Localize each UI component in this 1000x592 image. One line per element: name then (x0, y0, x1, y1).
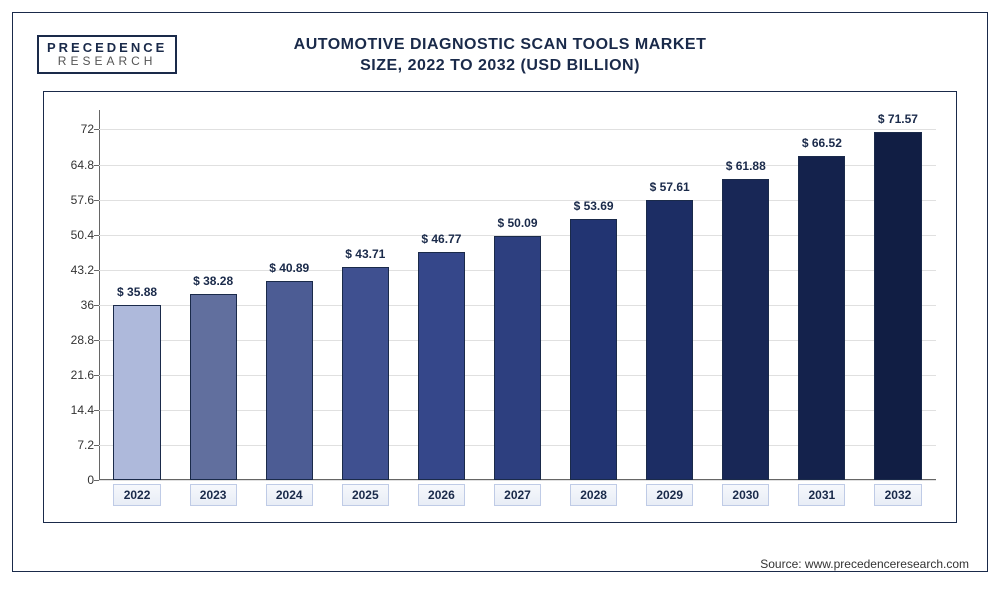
x-category-label: 2026 (418, 484, 465, 506)
y-tick-mark (94, 129, 99, 130)
bar (646, 200, 693, 480)
bar (494, 236, 541, 480)
bar-group: $ 43.71 (342, 267, 389, 480)
bar (266, 281, 313, 480)
x-category-label: 2032 (874, 484, 921, 506)
bar-group: $ 40.89 (266, 281, 313, 480)
bar-group: $ 53.69 (570, 219, 617, 480)
y-tick-mark (94, 480, 99, 481)
bar-value-label: $ 40.89 (266, 261, 313, 275)
x-category-label: 2023 (190, 484, 237, 506)
bar-group: $ 71.57 (874, 132, 921, 480)
x-category-label: 2022 (113, 484, 160, 506)
y-tick-label: 64.8 (54, 158, 94, 172)
y-tick-mark (94, 375, 99, 376)
bar-group: $ 50.09 (494, 236, 541, 480)
bar (342, 267, 389, 480)
bar-value-label: $ 43.71 (342, 247, 389, 261)
bar-value-label: $ 50.09 (494, 216, 541, 230)
y-tick-label: 50.4 (54, 228, 94, 242)
bar-value-label: $ 46.77 (418, 232, 465, 246)
y-tick-label: 7.2 (54, 438, 94, 452)
y-tick-label: 43.2 (54, 263, 94, 277)
bar (798, 156, 845, 480)
bar (418, 252, 465, 480)
source-text: Source: www.precedenceresearch.com (760, 557, 969, 571)
chart-frame: 0 7.2 14.4 21.6 28.8 36 43.2 50.4 57.6 64.8 72 $ 35… (43, 91, 957, 523)
y-tick-label: 36 (54, 298, 94, 312)
bar (190, 294, 237, 480)
x-category-label: 2024 (266, 484, 313, 506)
bar-group: $ 46.77 (418, 252, 465, 480)
bar-value-label: $ 53.69 (570, 199, 617, 213)
bar-group: $ 57.61 (646, 200, 693, 480)
bar-group: $ 38.28 (190, 294, 237, 480)
bar (722, 179, 769, 480)
y-tick-mark (94, 340, 99, 341)
x-category-label: 2028 (570, 484, 617, 506)
bar-value-label: $ 71.57 (874, 112, 921, 126)
y-tick-mark (94, 410, 99, 411)
title-line2: SIZE, 2022 TO 2032 (USD BILLION) (13, 56, 987, 77)
y-tick-mark (94, 445, 99, 446)
y-tick-label: 14.4 (54, 403, 94, 417)
bar-value-label: $ 66.52 (798, 136, 845, 150)
y-tick-mark (94, 200, 99, 201)
x-category-label: 2027 (494, 484, 541, 506)
x-category-label: 2030 (722, 484, 769, 506)
y-tick-mark (94, 305, 99, 306)
bar-value-label: $ 35.88 (113, 285, 160, 299)
bar (570, 219, 617, 480)
y-tick-label: 57.6 (54, 193, 94, 207)
y-tick-mark (94, 270, 99, 271)
bar-group: $ 35.88 (113, 305, 160, 480)
bar-value-label: $ 61.88 (722, 159, 769, 173)
gridline (99, 129, 936, 130)
x-category-label: 2031 (798, 484, 845, 506)
y-tick-label: 0 (54, 473, 94, 487)
bar-value-label: $ 57.61 (646, 180, 693, 194)
bar-group: $ 61.88 (722, 179, 769, 480)
plot-area: 07.214.421.628.83643.250.457.664.872$ 35… (99, 110, 936, 480)
y-tick-label: 28.8 (54, 333, 94, 347)
y-tick-mark (94, 235, 99, 236)
y-tick-label: 21.6 (54, 368, 94, 382)
bar (113, 305, 160, 480)
x-category-label: 2025 (342, 484, 389, 506)
y-tick-mark (94, 165, 99, 166)
bar-group: $ 66.52 (798, 156, 845, 480)
outer-frame: PRECEDENCE RESEARCH AUTOMOTIVE DIAGNOSTI… (12, 12, 988, 572)
title-line1: AUTOMOTIVE DIAGNOSTIC SCAN TOOLS MARKET (13, 35, 987, 56)
bar-value-label: $ 38.28 (190, 274, 237, 288)
gridline (99, 480, 936, 481)
chart-title: AUTOMOTIVE DIAGNOSTIC SCAN TOOLS MARKET … (13, 35, 987, 77)
x-category-label: 2029 (646, 484, 693, 506)
bar (874, 132, 921, 480)
y-tick-label: 72 (54, 122, 94, 136)
x-label-row: 2022 2023 2024 2025 2026 2027 2028 2029 2030 2031… (99, 484, 936, 512)
